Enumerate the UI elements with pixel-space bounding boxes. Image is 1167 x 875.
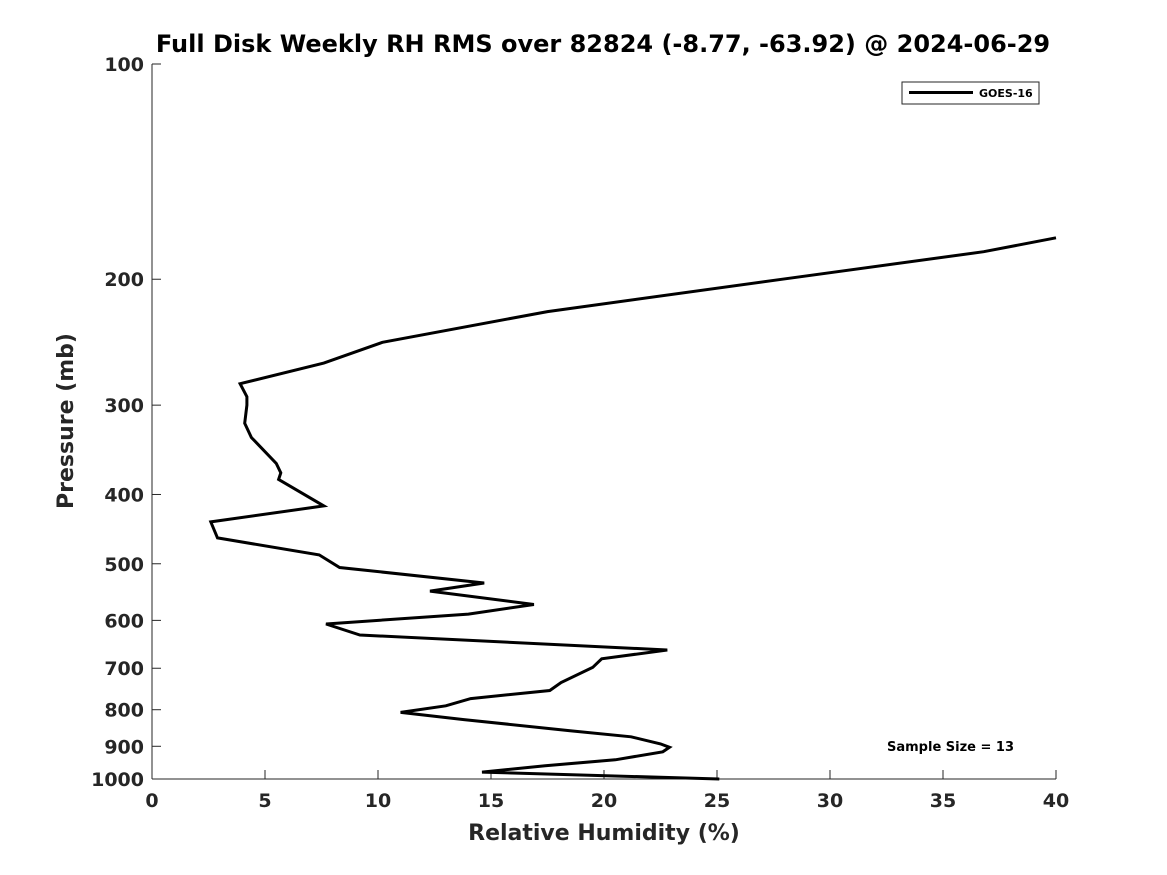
axes xyxy=(151,64,1056,780)
y-tick-label: 200 xyxy=(104,269,144,291)
x-tick-label: 20 xyxy=(591,790,617,812)
y-axis-label: Pressure (mb) xyxy=(54,333,79,509)
y-tick-label: 900 xyxy=(104,736,144,758)
y-tick-label: 700 xyxy=(104,658,144,680)
x-tick-label: 10 xyxy=(365,790,391,812)
y-tick-label: 300 xyxy=(104,395,144,417)
legend-label: GOES-16 xyxy=(979,87,1033,100)
y-tick-label: 500 xyxy=(104,554,144,576)
chart-title: Full Disk Weekly RH RMS over 82824 (-8.7… xyxy=(156,30,1050,58)
x-tick-label: 5 xyxy=(258,790,271,812)
sample-size-annotation: Sample Size = 13 xyxy=(887,740,1014,755)
y-tick-label: 600 xyxy=(104,610,144,632)
x-tick-label: 40 xyxy=(1043,790,1069,812)
legend: GOES-16 xyxy=(901,81,1040,105)
y-tick-label: 100 xyxy=(104,54,144,76)
x-axis-label: Relative Humidity (%) xyxy=(468,821,740,846)
x-tick-label: 15 xyxy=(478,790,504,812)
y-tick-label: 400 xyxy=(104,484,144,506)
y-tick-label: 1000 xyxy=(91,769,144,791)
x-tick-label: 0 xyxy=(145,790,158,812)
x-ticks: 0 5 10 15 20 25 30 35 40 xyxy=(145,770,1069,812)
x-tick-label: 25 xyxy=(704,790,730,812)
x-tick-label: 35 xyxy=(930,790,956,812)
series-line-goes16 xyxy=(208,236,1057,781)
y-tick-label: 800 xyxy=(104,700,144,722)
y-ticks: 100 200 300 400 500 600 700 800 900 1000 xyxy=(91,54,161,791)
x-tick-label: 30 xyxy=(817,790,843,812)
